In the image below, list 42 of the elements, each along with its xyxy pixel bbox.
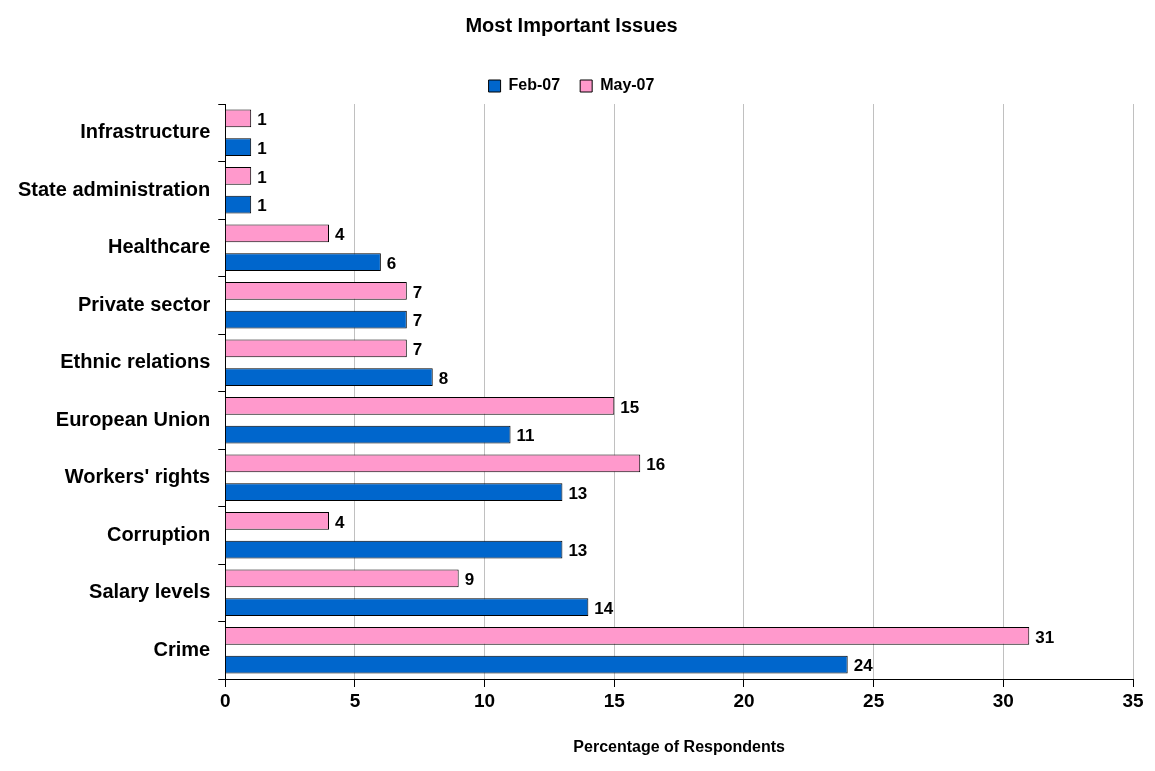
- data-label: 8: [438, 368, 449, 388]
- x-tick-label: 30: [992, 689, 1014, 711]
- data-label: 9: [464, 570, 475, 590]
- y-tick-label: Crime: [153, 637, 211, 660]
- data-label: 16: [646, 455, 666, 475]
- data-label: 1: [257, 196, 267, 216]
- x-tick-label: 0: [219, 689, 231, 711]
- y-tick-label: Workers' rights: [64, 465, 211, 488]
- x-tick-label: 5: [349, 689, 361, 711]
- data-label: 11: [516, 426, 535, 446]
- data-label: 6: [386, 253, 397, 273]
- x-tick-label: 20: [733, 689, 755, 711]
- data-label: 24: [853, 656, 874, 676]
- data-label: 7: [412, 282, 423, 302]
- y-tick-label: Corruption: [106, 522, 211, 545]
- data-label: 13: [568, 483, 588, 503]
- y-tick-label: European Union: [55, 407, 211, 430]
- data-label: 14: [594, 598, 614, 618]
- data-label: 15: [620, 397, 640, 417]
- x-axis-title: Percentage of Respondents: [573, 737, 786, 755]
- y-tick-label: State administration: [17, 177, 211, 200]
- data-label: 1: [257, 110, 267, 130]
- data-label: 31: [1035, 627, 1055, 647]
- data-label: 1: [257, 167, 267, 187]
- x-tick-label: 25: [863, 689, 885, 711]
- x-tick-label: 15: [603, 689, 626, 711]
- x-tick-label: 35: [1122, 689, 1144, 711]
- data-label: 4: [335, 512, 345, 532]
- data-label: 4: [335, 225, 345, 245]
- x-tick-label: 10: [474, 689, 496, 711]
- chart-title: Most Important Issues: [465, 13, 678, 36]
- y-tick-label: Infrastructure: [80, 120, 211, 143]
- data-label: 7: [412, 311, 423, 331]
- y-tick-label: Ethnic relations: [60, 350, 211, 373]
- data-label: 1: [257, 138, 267, 158]
- y-tick-label: Healthcare: [107, 235, 211, 258]
- data-label: 7: [412, 340, 423, 360]
- y-tick-label: Private sector: [77, 292, 211, 315]
- y-tick-label: Salary levels: [89, 580, 211, 603]
- legend-label: Feb-07: [508, 76, 561, 94]
- data-label: 13: [568, 541, 588, 561]
- legend-label: May-07: [600, 76, 655, 94]
